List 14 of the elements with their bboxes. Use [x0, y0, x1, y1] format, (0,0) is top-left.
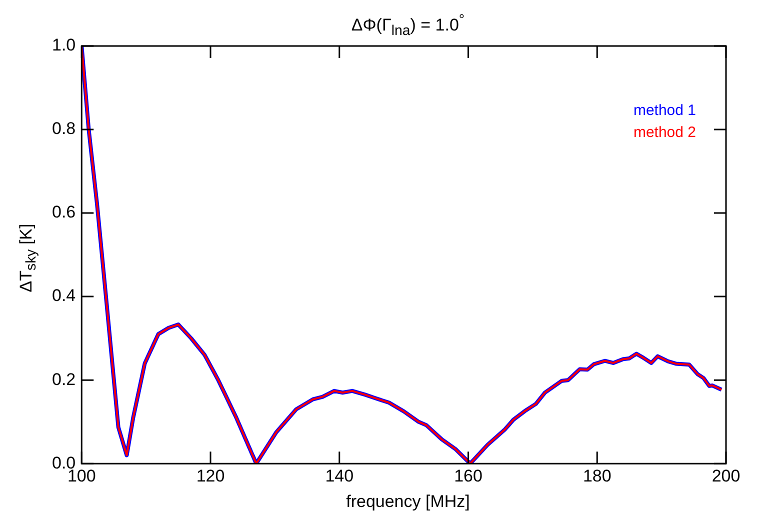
x-tick-label: 120: [196, 466, 225, 486]
x-axis-title: frequency [MHz]: [345, 492, 471, 512]
y-tick-label: 0.6: [52, 202, 76, 222]
y-tick-label: 0.2: [52, 370, 76, 389]
chart-title: ΔΦ(Γ$_{lna}$) = 1.0$^{°}$: [350, 12, 466, 40]
y-tick-label: 1.0: [52, 36, 76, 55]
x-tick-label: 180: [582, 466, 612, 486]
x-tick-label: 140: [325, 466, 354, 486]
y-tick-label: 0.4: [52, 286, 76, 306]
x-tick-label: 160: [454, 466, 482, 486]
y-tick-label: 0.8: [52, 119, 76, 138]
text: method 1: [633, 102, 696, 120]
x-tick-label: 200: [712, 466, 740, 486]
text: method 2: [633, 124, 696, 142]
